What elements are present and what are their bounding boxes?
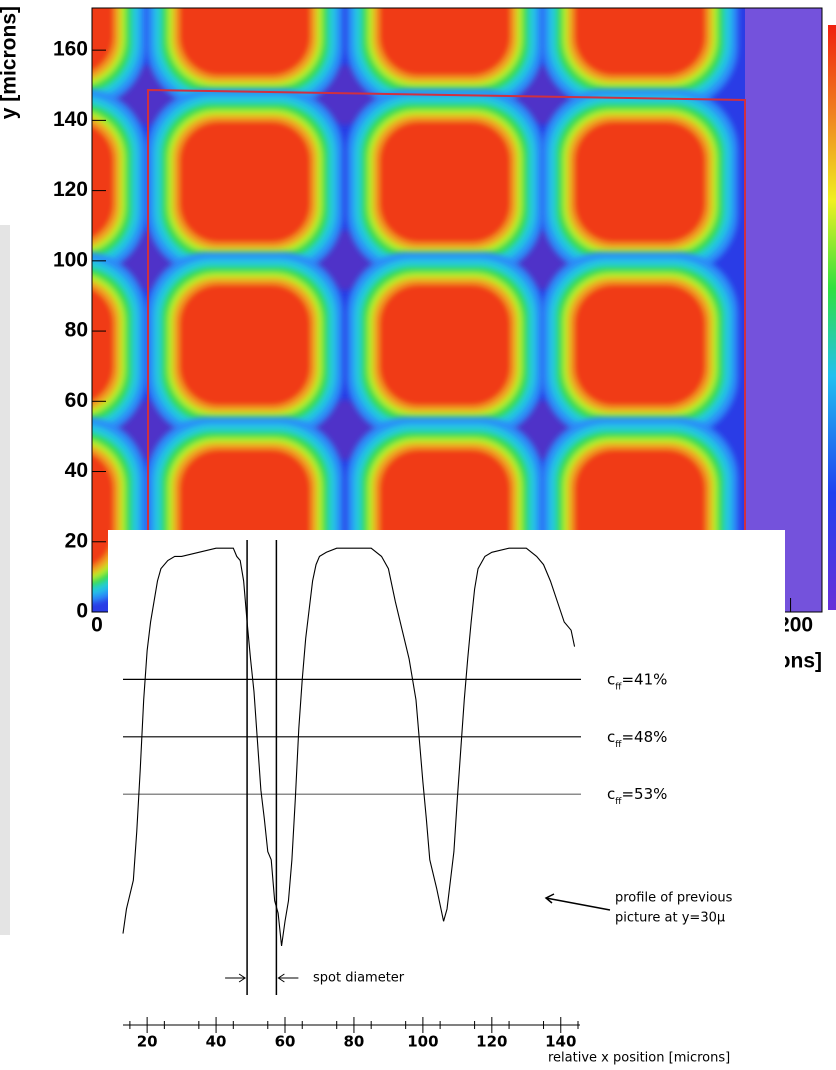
arrow (225, 973, 246, 983)
x-tick-label: 100 (407, 1033, 438, 1051)
x-tick-label: 60 (275, 1033, 296, 1051)
color-bar (828, 25, 836, 610)
profile-chart: cff=41%cff=48%cff=53%spot diameterprofil… (108, 530, 785, 1070)
blob (92, 8, 146, 108)
blob (347, 252, 543, 438)
heatmap-area (92, 8, 822, 612)
y-tick-label: 0 (76, 600, 88, 623)
level-label: cff=48% (607, 727, 667, 749)
side-strip (0, 225, 10, 935)
blob (147, 89, 343, 275)
blob-layer (179, 121, 311, 243)
level-suffix: =48% (621, 727, 667, 745)
y-tick-label: 140 (53, 108, 88, 131)
blob-layer (574, 284, 706, 406)
level-prefix: c (607, 785, 615, 803)
blob (347, 89, 543, 275)
blob (542, 8, 738, 108)
blob (542, 252, 738, 438)
level-sub: ff (615, 739, 622, 749)
level-label: cff=41% (607, 670, 667, 692)
y-tick-label: 40 (65, 459, 88, 482)
x-tick-label: 0 (91, 614, 103, 637)
level-prefix: c (607, 670, 615, 688)
level-sub: ff (615, 797, 622, 807)
blob-layer (379, 121, 511, 243)
blob (147, 252, 343, 438)
level-sub: ff (615, 682, 622, 692)
y-tick-label: 100 (53, 248, 88, 271)
blob (147, 8, 343, 108)
blob-layer (92, 8, 114, 72)
note-line: picture at y=30μ (615, 911, 725, 926)
y-tick-label: 20 (65, 529, 88, 552)
blob (347, 8, 543, 108)
x-tick-label: 200 (778, 614, 813, 637)
blob-layer (179, 8, 311, 76)
blob-layer (92, 453, 114, 567)
level-suffix: =53% (621, 785, 667, 803)
blob-layer (574, 8, 706, 76)
spot-label: spot diameter (313, 971, 405, 986)
blob-layer (179, 284, 311, 406)
right-region (745, 8, 822, 612)
x-tick-label: 120 (476, 1033, 507, 1051)
heatmap-chart: 0204060801001201401600200x [microns]y [m… (0, 6, 836, 673)
x-axis-title: relative x position [microns] (548, 1051, 730, 1066)
level-prefix: c (607, 727, 615, 745)
y-tick-label: 80 (65, 319, 88, 342)
level-suffix: =41% (621, 670, 667, 688)
y-tick-label: 160 (53, 38, 88, 61)
x-tick-label: 40 (206, 1033, 227, 1051)
blob-layer (379, 284, 511, 406)
blob (92, 89, 146, 275)
overlay-panel (108, 530, 785, 1070)
y-axis-title: y [microns] (0, 6, 21, 119)
x-tick-label: 20 (137, 1033, 158, 1051)
blob-layer (574, 121, 706, 243)
blob (542, 89, 738, 275)
y-tick-label: 60 (65, 389, 88, 412)
x-tick-label: 140 (545, 1033, 576, 1051)
arrow (277, 973, 299, 983)
x-tick-label: 80 (344, 1033, 365, 1051)
level-label: cff=53% (607, 785, 667, 807)
note-line: profile of previous (615, 891, 733, 906)
note-arrow (544, 893, 611, 911)
y-tick-label: 120 (53, 178, 88, 201)
blob-layer (92, 125, 114, 239)
blob (92, 252, 146, 438)
profile-line (122, 547, 576, 946)
blob-layer (379, 8, 511, 76)
blob-layer (92, 288, 114, 402)
